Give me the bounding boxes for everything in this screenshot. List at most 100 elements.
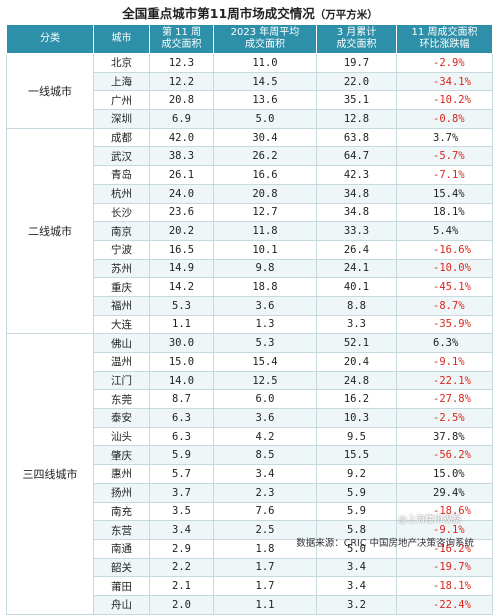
week11-cell: 16.5 bbox=[149, 239, 214, 260]
avg2023-cell: 30.4 bbox=[213, 127, 317, 148]
city-cell: 肇庆 bbox=[93, 445, 150, 466]
change-cell: 3.7% bbox=[396, 127, 493, 148]
avg2023-cell: 2.5 bbox=[213, 520, 317, 540]
avg2023-cell: 1.3 bbox=[213, 314, 317, 335]
week11-cell: 30.0 bbox=[149, 333, 214, 353]
city-cell: 泰安 bbox=[93, 408, 150, 428]
change-cell: 37.8% bbox=[396, 426, 493, 447]
change-cell: -45.1% bbox=[396, 277, 493, 297]
city-cell: 宁波 bbox=[93, 239, 150, 260]
march-cell: 10.3 bbox=[316, 408, 397, 428]
change-cell: -35.9% bbox=[396, 314, 493, 335]
change-cell: -5.7% bbox=[396, 146, 493, 167]
change-cell: 29.4% bbox=[396, 482, 493, 503]
city-cell: 长沙 bbox=[93, 202, 150, 223]
week11-cell: 5.3 bbox=[149, 295, 214, 316]
change-cell: -34.1% bbox=[396, 71, 493, 92]
avg2023-cell: 8.5 bbox=[213, 445, 317, 466]
change-cell: -22.1% bbox=[396, 370, 493, 391]
table-row: 江门 14.0 12.5 24.8 -22.1% bbox=[7, 370, 493, 391]
city-cell: 南通 bbox=[93, 538, 150, 559]
city-cell: 大连 bbox=[93, 314, 150, 335]
header-change: 11 周成交面积 环比涨跌幅 bbox=[396, 24, 493, 54]
week11-cell: 2.0 bbox=[149, 594, 214, 615]
avg2023-cell: 26.2 bbox=[213, 146, 317, 167]
city-cell: 青岛 bbox=[93, 165, 150, 185]
table-row: 汕头 6.3 4.2 9.5 37.8% bbox=[7, 426, 493, 447]
change-cell: -56.2% bbox=[396, 445, 493, 466]
avg2023-cell: 1.7 bbox=[213, 557, 317, 578]
avg2023-cell: 4.2 bbox=[213, 426, 317, 447]
city-cell: 韶关 bbox=[93, 557, 150, 578]
week11-cell: 15.0 bbox=[149, 352, 214, 372]
city-cell: 上海 bbox=[93, 71, 150, 92]
city-cell: 北京 bbox=[93, 53, 150, 73]
city-cell: 莆田 bbox=[93, 576, 150, 596]
table-row: 广州 20.8 13.6 35.1 -10.2% bbox=[7, 90, 493, 111]
week11-cell: 5.7 bbox=[149, 464, 214, 484]
table-row: 东营 3.4 2.5 5.8 -9.1% bbox=[7, 520, 493, 540]
avg2023-cell: 15.4 bbox=[213, 352, 317, 372]
march-cell: 20.4 bbox=[316, 352, 397, 372]
week11-cell: 23.6 bbox=[149, 202, 214, 223]
march-cell: 9.2 bbox=[316, 464, 397, 484]
table-row: 上海 12.2 14.5 22.0 -34.1% bbox=[7, 71, 493, 92]
table-row: 苏州 14.9 9.8 24.1 -10.0% bbox=[7, 258, 493, 279]
march-cell: 24.1 bbox=[316, 258, 397, 279]
watermark: @上海楼市观察 bbox=[398, 515, 462, 525]
city-cell: 温州 bbox=[93, 352, 150, 372]
source-note: 数据来源：CRIC 中国房地产决策咨询系统 bbox=[296, 538, 474, 549]
table-row: 南充 3.5 7.6 5.9 -18.6% bbox=[7, 501, 493, 522]
week11-cell: 1.1 bbox=[149, 314, 214, 335]
change-cell: -16.6% bbox=[396, 239, 493, 260]
avg2023-cell: 16.6 bbox=[213, 165, 317, 185]
avg2023-cell: 12.5 bbox=[213, 370, 317, 391]
city-cell: 东营 bbox=[93, 520, 150, 540]
march-cell: 5.9 bbox=[316, 501, 397, 522]
avg2023-cell: 9.8 bbox=[213, 258, 317, 279]
category-cell: 一线城市 bbox=[6, 53, 94, 129]
week11-cell: 38.3 bbox=[149, 146, 214, 167]
week11-cell: 14.0 bbox=[149, 370, 214, 391]
change-cell: 18.1% bbox=[396, 202, 493, 223]
city-cell: 深圳 bbox=[93, 109, 150, 129]
march-cell: 12.8 bbox=[316, 109, 397, 129]
city-cell: 苏州 bbox=[93, 258, 150, 279]
week11-cell: 2.9 bbox=[149, 538, 214, 559]
table-title: 全国重点城市第11周市场成交情况（万平方米） bbox=[0, 3, 500, 22]
avg2023-cell: 5.0 bbox=[213, 109, 317, 129]
change-cell: -7.1% bbox=[396, 165, 493, 185]
week11-cell: 3.7 bbox=[149, 482, 214, 503]
march-cell: 35.1 bbox=[316, 90, 397, 111]
march-cell: 63.8 bbox=[316, 127, 397, 148]
week11-cell: 42.0 bbox=[149, 127, 214, 148]
city-cell: 佛山 bbox=[93, 333, 150, 353]
city-cell: 扬州 bbox=[93, 482, 150, 503]
city-cell: 南京 bbox=[93, 221, 150, 241]
march-cell: 5.9 bbox=[316, 482, 397, 503]
week11-cell: 3.5 bbox=[149, 501, 214, 522]
avg2023-cell: 3.6 bbox=[213, 295, 317, 316]
march-cell: 5.8 bbox=[316, 520, 397, 540]
table-row: 福州 5.3 3.6 8.8 -8.7% bbox=[7, 295, 493, 316]
march-cell: 3.3 bbox=[316, 314, 397, 335]
avg2023-cell: 1.7 bbox=[213, 576, 317, 596]
week11-cell: 14.9 bbox=[149, 258, 214, 279]
city-cell: 杭州 bbox=[93, 183, 150, 204]
table-row: 杭州 24.0 20.8 34.8 15.4% bbox=[7, 183, 493, 204]
week11-cell: 5.9 bbox=[149, 445, 214, 466]
title-unit: （万平方米） bbox=[314, 9, 378, 21]
table-row: 一线城市 北京 12.3 11.0 19.7 -2.9% bbox=[6, 53, 493, 129]
march-cell: 8.8 bbox=[316, 295, 397, 316]
avg2023-cell: 7.6 bbox=[213, 501, 317, 522]
table-row: 长沙 23.6 12.7 34.8 18.1% bbox=[7, 202, 493, 223]
change-cell: -10.0% bbox=[396, 258, 493, 279]
avg2023-cell: 11.0 bbox=[213, 53, 317, 73]
change-cell: -18.6% bbox=[396, 501, 493, 522]
city-cell: 南充 bbox=[93, 501, 150, 522]
table-row: 二线城市 成都 42.0 30.4 63.8 3.7% bbox=[6, 127, 493, 335]
week11-cell: 20.2 bbox=[149, 221, 214, 241]
week11-cell: 3.4 bbox=[149, 520, 214, 540]
change-cell: -2.5% bbox=[396, 408, 493, 428]
city-cell: 汕头 bbox=[93, 426, 150, 447]
